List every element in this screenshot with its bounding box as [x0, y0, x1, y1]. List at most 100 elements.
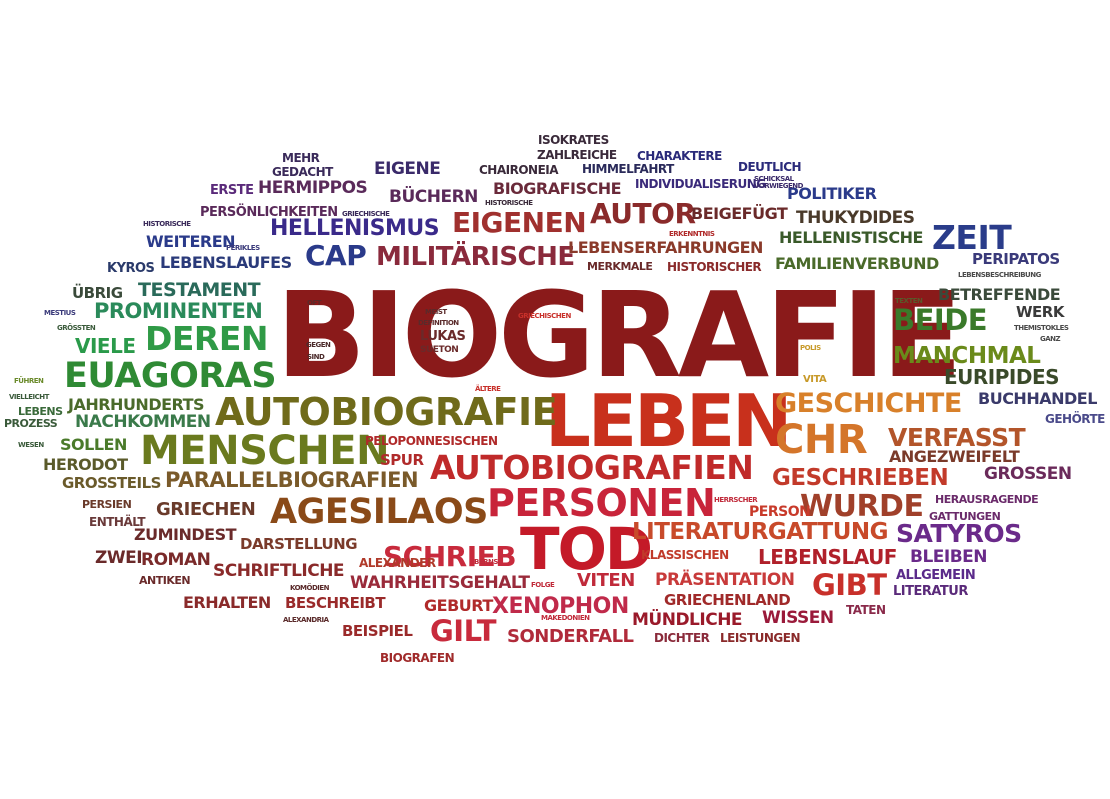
word-chaironeia: CHAIRONEIA: [479, 163, 559, 177]
word-isokrates: ISOKRATES: [538, 133, 609, 147]
word-autor: AUTOR: [590, 197, 696, 230]
word-zeit: ZEIT: [932, 218, 1012, 257]
word-eigene: EIGENE: [374, 159, 441, 179]
word-sollen: SOLLEN: [60, 435, 127, 454]
word-sonderfall: SONDERFALL: [507, 626, 634, 647]
word-antiken: ANTIKEN: [139, 574, 191, 587]
word-erste: ERSTE: [210, 183, 254, 198]
word-griechische: GRIECHISCHE: [342, 210, 390, 218]
word-vielleicht: VIELLEICHT: [9, 393, 49, 401]
word-autobiografie: AUTOBIOGRAFIE: [215, 390, 558, 434]
word-weiteren: WEITEREN: [146, 232, 236, 251]
word-oft: OFT: [307, 299, 322, 307]
word-beide: BEIDE: [893, 303, 988, 337]
word-spur: SPUR: [380, 451, 424, 469]
word-individualiserung: INDIVIDUALISERUNG: [635, 177, 766, 191]
word-werk: WERK: [1016, 303, 1064, 321]
word-beschreibt: BESCHREIBT: [285, 594, 386, 612]
word-cap: CAP: [305, 239, 367, 272]
word-euagoras: EUAGORAS: [64, 356, 277, 396]
word-person: PERSON: [749, 504, 811, 520]
word-zumindest: ZUMINDEST: [134, 525, 237, 544]
word-prozess: PROZESS: [4, 417, 58, 430]
word-folge: FOLGE: [531, 581, 555, 589]
word-literaturgattung: LITERATURGATTUNG: [632, 519, 889, 545]
word-nachkommen: NACHKOMMEN: [75, 412, 211, 432]
word-darstellung: DARSTELLUNG: [240, 535, 358, 553]
word-beispiel: BEISPIEL: [342, 622, 413, 640]
word-griechen: GRIECHEN: [156, 499, 256, 520]
word-mestius: MESTIUS: [44, 309, 76, 317]
word-verfasst: VERFASST: [888, 423, 1026, 452]
word-themistokles: THEMISTOKLES: [1014, 324, 1069, 332]
word-historische-a: HISTORISCHE: [143, 220, 191, 228]
word-schicksal: SCHICKSAL: [754, 175, 794, 183]
word-euripides: EURIPIDES: [944, 365, 1060, 389]
word-beigefugt: BEIGEFÜGT: [691, 204, 788, 223]
word-familienverbund: FAMILIENVERBUND: [775, 254, 939, 273]
word-buchhandel: BUCHHANDEL: [978, 389, 1097, 408]
word-herrscher: HERRSCHER: [714, 496, 758, 504]
word-grossteils: GROSSTEILS: [62, 474, 161, 492]
word-meist: MEIST: [425, 308, 447, 316]
word-wissen: WISSEN: [762, 608, 834, 628]
word-mehr: MEHR: [282, 151, 320, 165]
word-griechischen: GRIECHISCHEN: [518, 312, 571, 320]
word-leistungen: LEISTUNGEN: [720, 631, 801, 645]
word-autobiografien: AUTOBIOGRAFIEN: [430, 448, 754, 487]
word-lebenserfahrungen: LEBENSERFAHRUNGEN: [568, 238, 763, 257]
word-enthalt: ENTHÄLT: [89, 515, 146, 529]
word-chr: CHR: [775, 417, 868, 463]
word-polis: POLIS: [800, 344, 821, 352]
word-zahlreiche: ZAHLREICHE: [537, 148, 617, 162]
word-gattungen: GATTUNGEN: [929, 510, 1001, 523]
word-historische-b: HISTORISCHE: [485, 199, 533, 207]
word-perikles: PERIKLES: [226, 244, 260, 252]
word-hermippos: HERMIPPOS: [258, 178, 368, 198]
word-alexandria: ALEXANDRIA: [283, 616, 329, 624]
word-deutlich: DEUTLICH: [738, 160, 802, 174]
word-peripatos: PERIPATOS: [972, 250, 1060, 268]
word-grossen: GROSSEN: [984, 464, 1072, 484]
word-deren: DEREN: [145, 319, 269, 358]
word-menschen: MENSCHEN: [140, 428, 390, 474]
word-mundliche: MÜNDLICHE: [632, 610, 743, 630]
word-altere: ÄLTERE: [475, 385, 501, 393]
word-wesen: WESEN: [18, 441, 44, 449]
word-politiker: POLITIKER: [787, 184, 877, 203]
word-ubrig: ÜBRIG: [72, 284, 123, 302]
word-prasentation: PRÄSENTATION: [655, 570, 795, 590]
word-lebenslauf: LEBENSLAUF: [758, 545, 897, 569]
word-geschrieben: GESCHRIEBEN: [772, 465, 949, 491]
word-agesilaos: AGESILAOS: [270, 492, 488, 532]
word-wahrheitsgehalt: WAHRHEITSGEHALT: [350, 573, 530, 593]
word-bleiben: BLEIBEN: [910, 547, 988, 567]
word-geburt: GEBURT: [424, 596, 493, 615]
word-buchern: BÜCHERN: [389, 187, 478, 207]
word-himmelfahrt: HIMMELFAHRT: [582, 162, 674, 176]
word-vita: VITA: [803, 374, 827, 385]
word-manchmal: MANCHMAL: [893, 343, 1041, 369]
word-wurde: WURDE: [800, 489, 924, 524]
word-thukydides: THUKYDIDES: [796, 208, 915, 228]
word-berns: BERNS: [474, 558, 498, 566]
word-taten: TATEN: [846, 603, 886, 617]
word-texten: TEXTEN: [895, 297, 923, 305]
word-gedacht: GEDACHT: [272, 165, 333, 179]
word-betreffende: BETREFFENDE: [938, 285, 1061, 304]
word-gehorte: GEHÖRTE: [1045, 412, 1105, 426]
word-dichter: DICHTER: [654, 631, 710, 645]
word-literatur: LITERATUR: [893, 584, 968, 599]
word-xenophon: XENOPHON: [492, 594, 629, 619]
word-erhalten: ERHALTEN: [183, 593, 271, 612]
word-allgemein: ALLGEMEIN: [896, 568, 976, 583]
word-herausragende: HERAUSRAGENDE: [935, 493, 1039, 506]
word-vorwiegend: VORWIEGEND: [754, 182, 803, 190]
word-viten: VITEN: [577, 570, 635, 591]
word-schrieb: SCHRIEB: [383, 540, 517, 573]
word-eigenen: EIGENEN: [452, 206, 587, 239]
word-viele: VIELE: [75, 334, 136, 358]
word-lebenslaufes: LEBENSLAUFES: [160, 253, 292, 272]
word-gilt: GILT: [430, 614, 497, 648]
